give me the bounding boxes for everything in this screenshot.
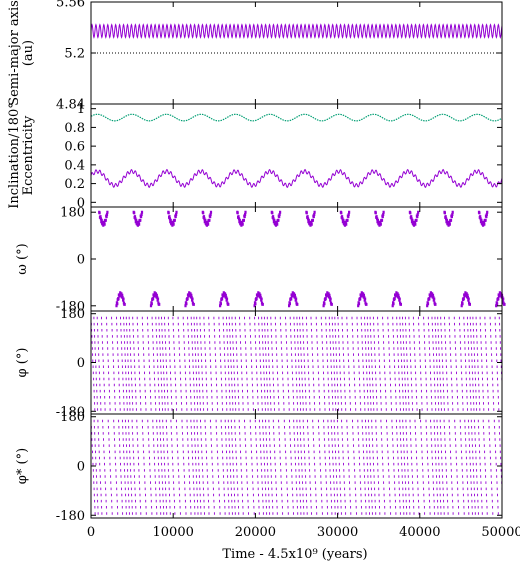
plot-frame xyxy=(90,1,503,105)
omega-upper-arcs xyxy=(98,210,489,227)
y-axis-label-line: φ* (°) xyxy=(15,448,30,484)
y-tick-label: 1 xyxy=(77,102,85,117)
y-tick-label: 180 xyxy=(60,206,85,221)
y-axis-label-line: ω (°) xyxy=(15,243,30,274)
y-axis-label: ω (°) xyxy=(15,243,30,274)
y-axis-label-line: Eccentricity xyxy=(21,115,36,195)
series-inclination_eccentricity xyxy=(90,113,503,188)
y-tick-label: 180 xyxy=(60,410,85,425)
plot-frame xyxy=(90,103,503,208)
y-axis-label-line: Semi-major axis xyxy=(7,0,22,106)
y-tick-label: 5.2 xyxy=(64,47,85,62)
x-tick-label: 30000 xyxy=(317,525,358,540)
y-axis-label: φ* (°) xyxy=(15,448,30,484)
y-tick-label: 0 xyxy=(77,253,85,268)
y-tick-label: 0.8 xyxy=(64,121,85,136)
series-line-inclination xyxy=(90,113,503,122)
panel-omega: 180 0 -180 ω (°) xyxy=(15,206,506,314)
panel-semi_major_axis: 5.56 5.2 4.84 Semi-major axis(au) xyxy=(7,0,503,113)
y-tick-label: 0.4 xyxy=(64,158,85,173)
y-tick-label: -180 xyxy=(56,299,85,314)
y-axis-label: Semi-major axis(au) xyxy=(7,0,36,106)
panel-inclination_eccentricity: 0 0.2 0.4 0.6 0.8 1 Inclination/180°Eccentrici… xyxy=(7,102,503,211)
series-phi_star xyxy=(90,419,503,515)
series-line-semi-major-axis xyxy=(90,23,503,39)
x-tick-label: 0 xyxy=(87,525,95,540)
panel-phi_star: 180 0 -180 φ* (°) xyxy=(15,410,503,524)
y-axis-label: φ (°) xyxy=(15,348,30,378)
x-axis-label: Time - 4.5x10⁹ (years) xyxy=(222,547,367,562)
y-axis-label-line: (au) xyxy=(21,40,36,66)
x-tick-label: 50000 xyxy=(481,525,520,540)
y-axis-label-line: Inclination/180° xyxy=(7,102,22,209)
series-semi_major_axis xyxy=(90,23,503,39)
y-tick-label: -180 xyxy=(56,405,85,420)
y-tick-label: 0 xyxy=(77,460,85,475)
y-tick-label: 0.2 xyxy=(64,177,85,192)
y-tick-label: 4.84 xyxy=(56,98,85,113)
x-tick-label: 40000 xyxy=(399,525,440,540)
series-phi xyxy=(90,316,503,411)
x-tick-label: 20000 xyxy=(235,525,276,540)
x-tick-label: 10000 xyxy=(153,525,194,540)
y-tick-label: 0.6 xyxy=(64,140,85,155)
y-tick-label: 5.56 xyxy=(56,0,85,11)
y-tick-label: 0 xyxy=(77,196,85,211)
series-line-eccentricity xyxy=(90,168,503,188)
omega-lower-arcs xyxy=(115,291,506,308)
series-points-phi_star xyxy=(90,419,503,515)
series-points-phi xyxy=(90,316,503,411)
y-tick-label: -180 xyxy=(56,509,85,524)
x-axis: Time - 4.5x10⁹ (years) 0 10000 20000 30000 4… xyxy=(87,525,520,562)
y-axis-label-line: φ (°) xyxy=(15,348,30,378)
panel-phi: 180 0 -180 φ (°) xyxy=(15,307,503,420)
series-omega xyxy=(98,210,506,308)
y-tick-label: 180 xyxy=(60,307,85,322)
plot-frame xyxy=(90,310,503,415)
y-axis-label: Inclination/180°Eccentricity xyxy=(7,102,36,209)
y-tick-label: 0 xyxy=(77,356,85,371)
